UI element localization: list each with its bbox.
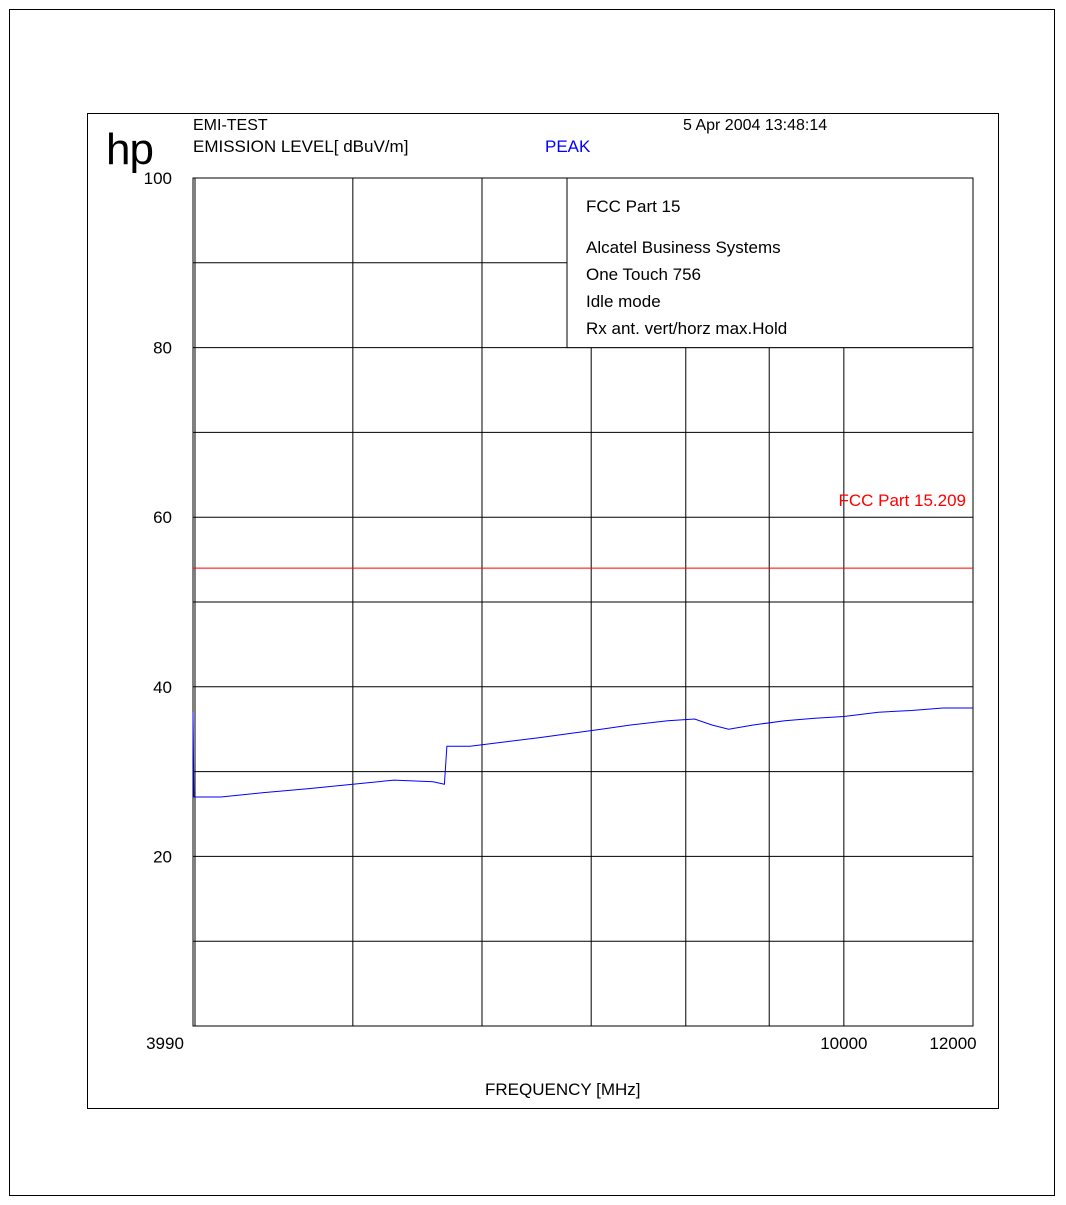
legend-box: [566, 177, 974, 349]
legend-line: Rx ant. vert/horz max.Hold: [586, 319, 787, 338]
y-tick-label: 80: [153, 339, 172, 358]
page-border: [9, 9, 1055, 1196]
legend-line: Alcatel Business Systems: [586, 238, 781, 257]
hp-logo: hp: [106, 125, 154, 174]
legend-line: Idle mode: [586, 292, 661, 311]
timestamp: 5 Apr 2004 13:48:14: [683, 117, 828, 134]
test-name: EMI-TEST: [193, 117, 268, 134]
emission-trace: [192, 707, 973, 798]
y-tick-label: 100: [144, 169, 172, 188]
legend-line: FCC Part 15: [586, 197, 680, 216]
y-tick-label: 20: [153, 847, 172, 866]
tick-labels: 20 40 60 80 100 3990 10000 12000: [144, 169, 977, 1053]
legend-lines: FCC Part 15 Alcatel Business Systems One T…: [586, 197, 787, 338]
x-tick-label: 10000: [820, 1034, 867, 1053]
legend-line: One Touch 756: [586, 265, 701, 284]
plot-frame: [87, 113, 999, 1109]
y-tick-label: 40: [153, 678, 172, 697]
y-axis-label: EMISSION LEVEL[ dBuV/m]: [193, 137, 409, 156]
x-tick-label: 3990: [146, 1034, 184, 1053]
x-axis-label: FREQUENCY [MHz]: [485, 1080, 641, 1099]
limit-label: FCC Part 15.209: [838, 491, 966, 510]
y-tick-label: 60: [153, 508, 172, 527]
x-tick-label: 12000: [929, 1034, 976, 1053]
detector-mode: PEAK: [545, 137, 591, 156]
